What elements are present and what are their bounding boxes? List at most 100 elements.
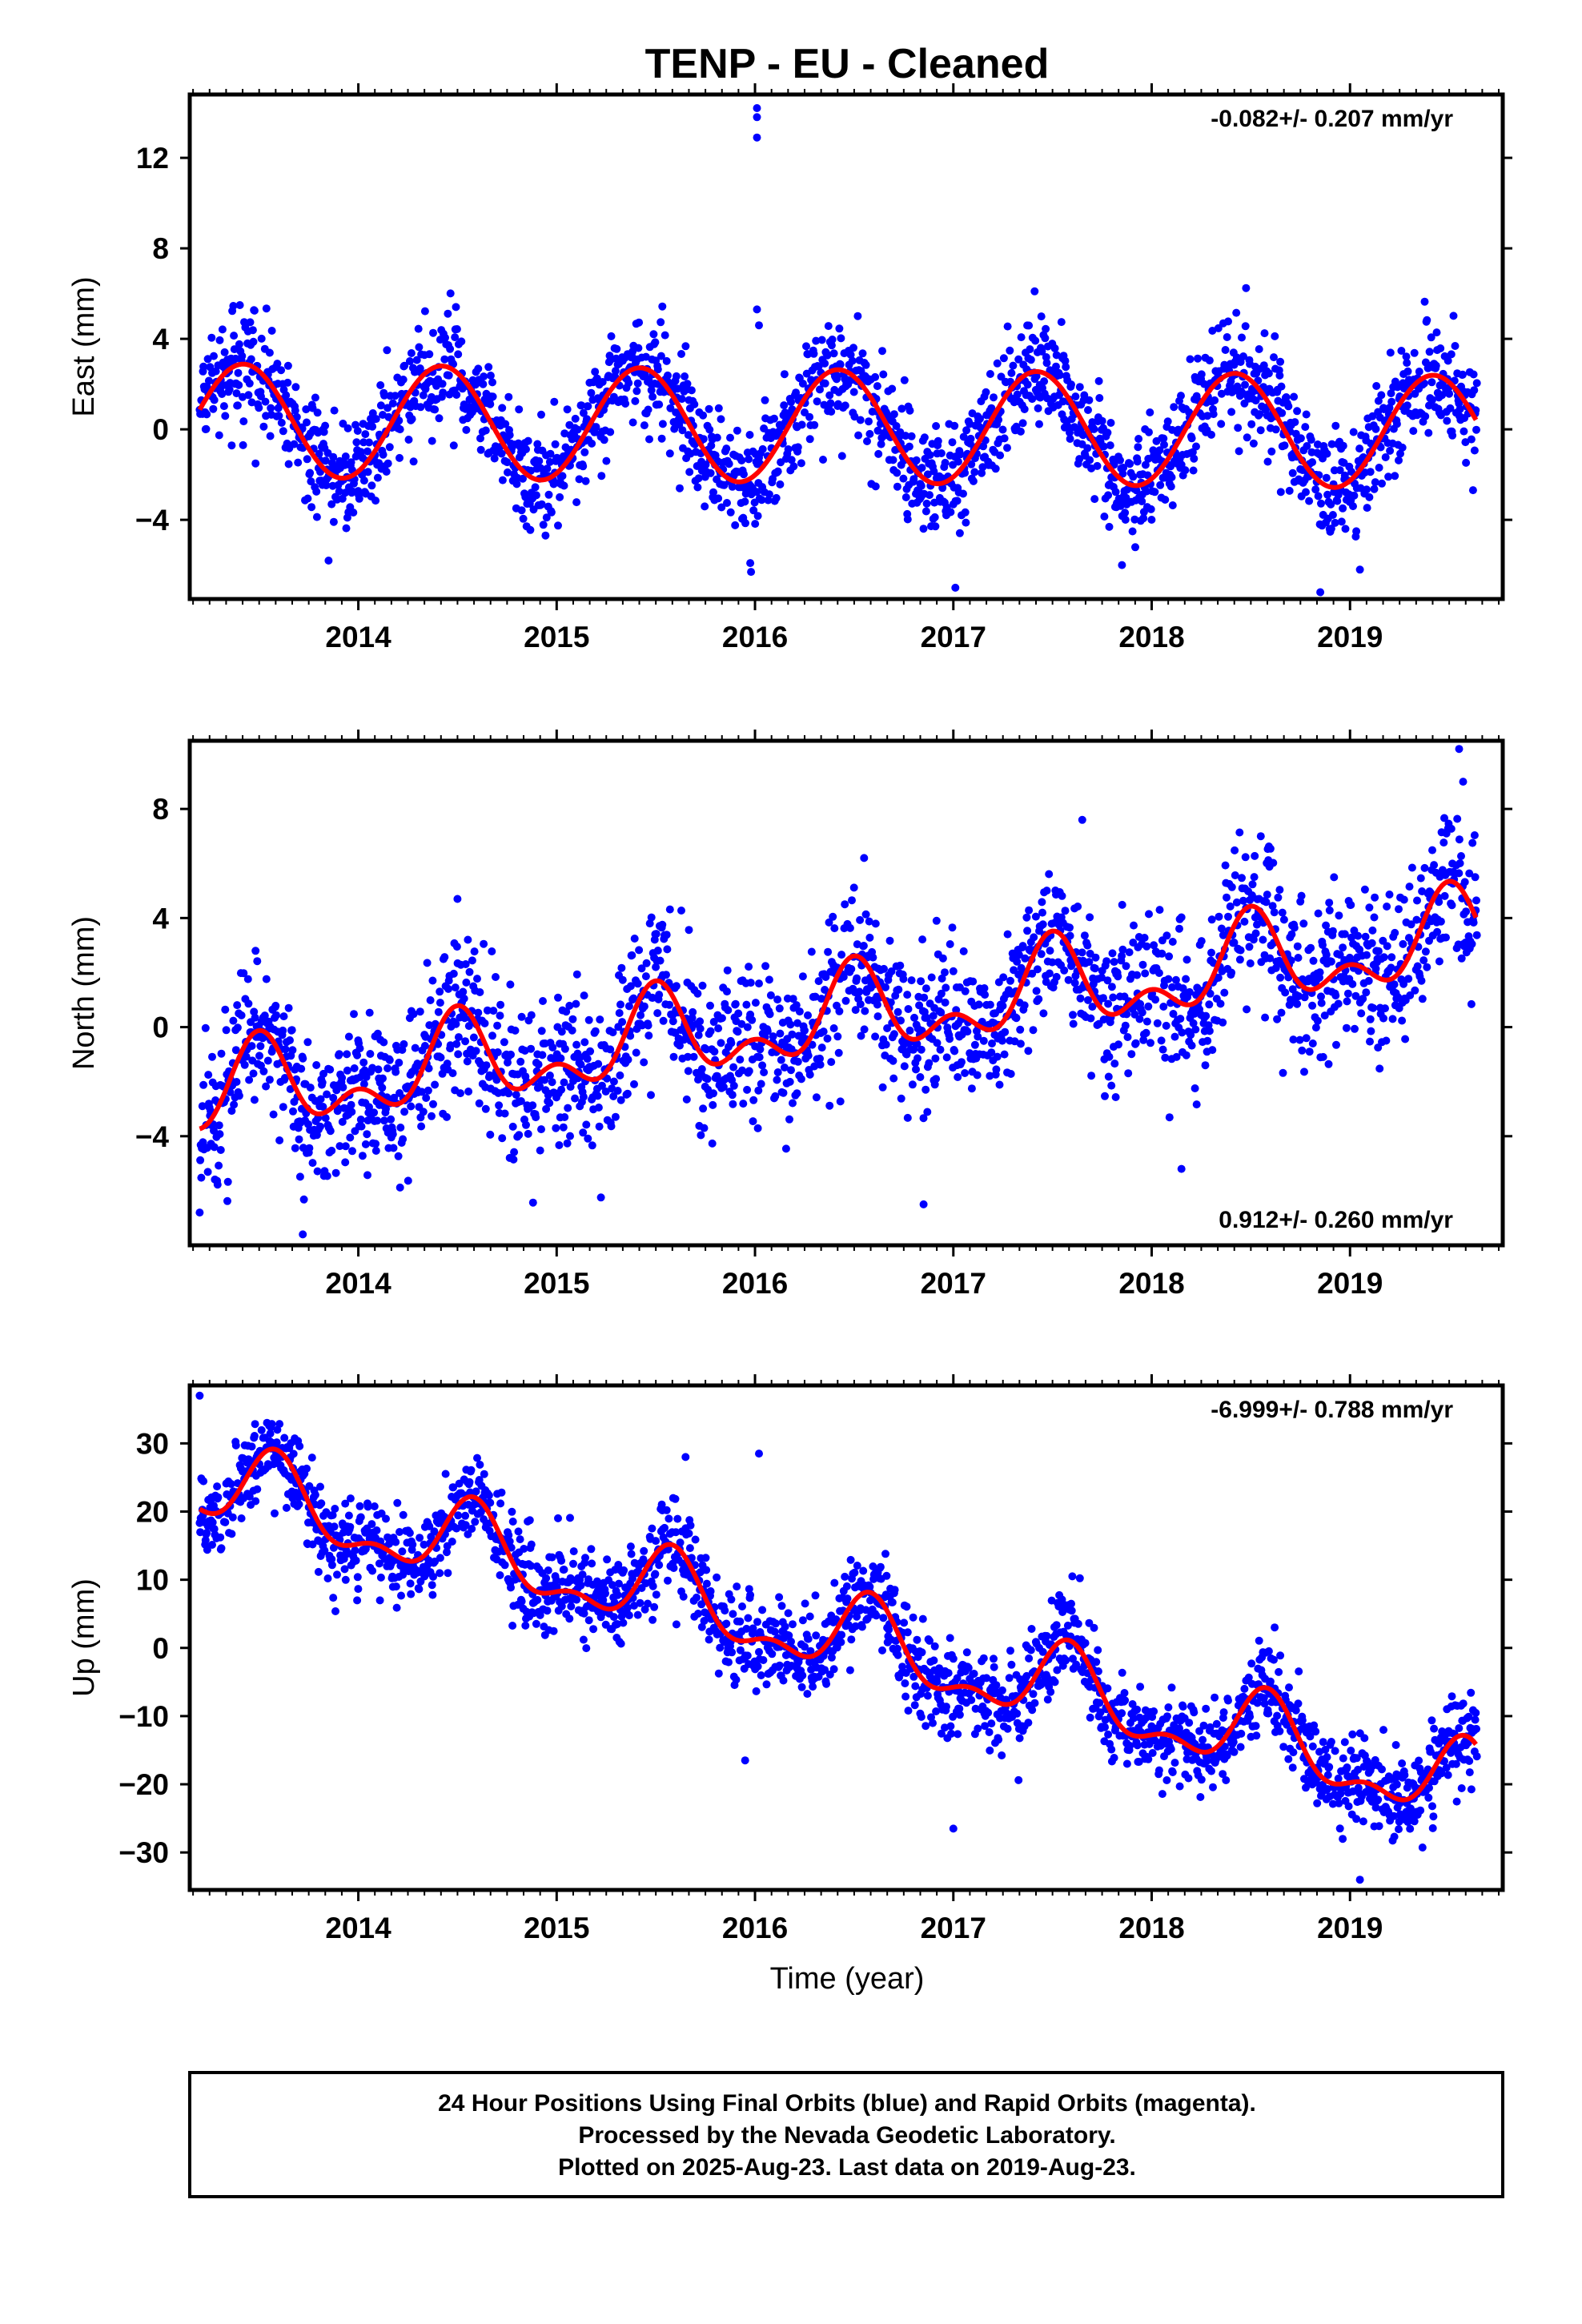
data-point (817, 336, 826, 344)
data-point (1456, 404, 1464, 413)
data-point (372, 1526, 381, 1534)
data-point (973, 1071, 982, 1080)
data-point (380, 1116, 388, 1125)
data-point (1294, 954, 1303, 962)
data-point (287, 1026, 296, 1035)
data-point (1064, 975, 1073, 984)
data-point (279, 427, 287, 436)
data-point (1014, 355, 1023, 364)
data-point (925, 1059, 934, 1068)
data-point (1107, 1081, 1116, 1090)
data-point (417, 1122, 426, 1131)
data-point (555, 1141, 564, 1149)
data-point (327, 1561, 336, 1570)
data-point (1165, 952, 1174, 961)
data-point (240, 1060, 249, 1069)
data-point (262, 975, 271, 983)
data-point (470, 947, 479, 956)
data-point (966, 434, 975, 443)
data-point (493, 1048, 502, 1056)
data-point (560, 1044, 569, 1053)
data-point (934, 436, 942, 445)
data-point (508, 1122, 517, 1131)
data-point (515, 405, 524, 414)
data-point (624, 379, 633, 388)
data-point (476, 434, 484, 443)
data-point (606, 1045, 615, 1054)
data-point (963, 1027, 972, 1036)
data-point (1114, 1040, 1122, 1049)
data-point (1449, 312, 1458, 320)
data-point (584, 1015, 593, 1024)
data-point (341, 1142, 350, 1151)
data-point (353, 1596, 362, 1605)
data-point (736, 1055, 745, 1064)
data-point (1242, 283, 1251, 292)
data-point (1402, 352, 1411, 361)
data-point (1387, 397, 1396, 406)
data-point (1313, 1016, 1322, 1025)
data-point (284, 460, 293, 468)
data-point (537, 1027, 546, 1035)
data-point (987, 1048, 996, 1057)
data-point (696, 1024, 705, 1033)
data-point (1264, 369, 1273, 378)
data-point (498, 476, 507, 485)
data-point (1288, 468, 1297, 477)
data-point (1023, 380, 1032, 389)
data-point (1335, 466, 1344, 475)
data-point (753, 305, 761, 314)
data-point (1307, 943, 1315, 952)
data-point (1251, 929, 1260, 938)
data-point (1139, 514, 1148, 523)
data-point (1390, 980, 1399, 989)
data-point (930, 467, 938, 476)
data-point (531, 483, 540, 492)
data-point (227, 441, 236, 450)
data-point (365, 438, 373, 447)
data-point (873, 426, 882, 435)
data-point (804, 1051, 813, 1060)
data-point (1080, 391, 1089, 400)
data-point (554, 521, 562, 530)
data-point (1290, 392, 1299, 401)
data-point (349, 509, 358, 517)
data-point (708, 1139, 717, 1148)
data-point (1366, 1015, 1375, 1023)
data-point (883, 1024, 892, 1032)
data-point (1209, 410, 1218, 419)
data-point (321, 456, 330, 465)
y-tick-label: 8 (152, 793, 169, 826)
data-point (948, 438, 957, 447)
data-point (737, 456, 746, 464)
data-point (901, 493, 910, 501)
data-point (1016, 427, 1025, 436)
data-point (653, 1009, 662, 1018)
data-point (335, 1050, 343, 1059)
data-point (201, 1023, 210, 1032)
data-point (524, 1129, 532, 1138)
data-point (909, 475, 918, 484)
data-point (1354, 931, 1363, 940)
data-point (512, 1091, 520, 1100)
data-point (773, 467, 782, 476)
data-point (765, 490, 773, 499)
data-point (426, 996, 435, 1004)
data-point (465, 967, 474, 976)
data-point (1317, 992, 1325, 1001)
data-point (1142, 1017, 1151, 1026)
data-point (1243, 433, 1251, 442)
data-point (1177, 913, 1186, 922)
data-point (1039, 1009, 1048, 1018)
data-point (946, 508, 955, 517)
data-point (1284, 973, 1293, 982)
data-point (903, 991, 912, 999)
data-point (1472, 896, 1480, 905)
data-point (537, 1125, 545, 1134)
data-point (609, 1092, 618, 1100)
data-point (887, 967, 896, 975)
data-point (544, 490, 553, 499)
data-point (1166, 482, 1175, 491)
